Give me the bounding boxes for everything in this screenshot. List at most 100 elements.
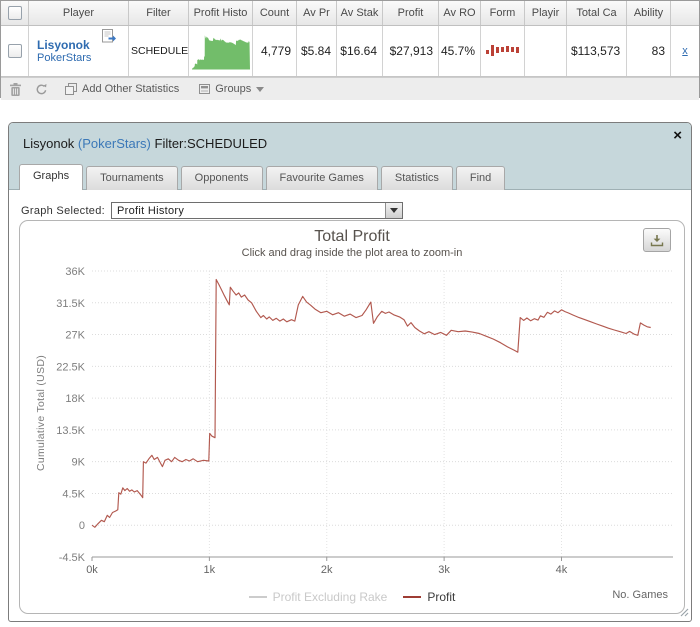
count-cell: 4,779	[253, 26, 297, 76]
svg-text:13.5K: 13.5K	[56, 425, 85, 437]
resize-grip[interactable]	[679, 604, 689, 622]
svg-text:18K: 18K	[65, 393, 85, 405]
svg-text:0: 0	[79, 520, 85, 532]
ability-cell: 83	[627, 26, 671, 76]
svg-text:1k: 1k	[204, 564, 216, 576]
popup-header[interactable]: Lisyonok (PokerStars) Filter:SCHEDULED ×…	[9, 123, 691, 190]
refresh-icon	[36, 83, 47, 94]
svg-text:0k: 0k	[86, 564, 98, 576]
tab-bar: Graphs Tournaments Opponents Favourite G…	[19, 164, 506, 190]
groups-caret-icon	[256, 86, 265, 92]
remove-player-link[interactable]: x	[682, 45, 688, 57]
tab-opponents[interactable]: Opponents	[180, 166, 263, 190]
copy-icon	[65, 83, 77, 95]
groups-button[interactable]: Groups	[199, 83, 265, 95]
svg-text:9K: 9K	[72, 457, 86, 469]
player-site: PokerStars	[37, 51, 92, 64]
chart-subtitle: Click and drag inside the plot area to z…	[241, 247, 463, 259]
add-other-statistics-label: Add Other Statistics	[82, 83, 180, 95]
svg-text:4.5K: 4.5K	[62, 488, 85, 500]
graph-select[interactable]: Profit History	[111, 202, 403, 219]
col-av-ro[interactable]: Av RO	[439, 1, 481, 25]
col-player[interactable]: Player	[29, 1, 129, 25]
player-cell[interactable]: Lisyonok PokerStars	[29, 26, 129, 76]
legend-profit[interactable]: Profit	[403, 590, 455, 604]
close-icon[interactable]: ×	[673, 127, 682, 144]
col-form[interactable]: Form	[481, 1, 525, 25]
player-detail-window: Lisyonok (PokerStars) Filter:SCHEDULED ×…	[8, 122, 692, 622]
chart-legend: Profit Excluding Rake Profit	[20, 590, 684, 604]
col-av-pr[interactable]: Av Pr	[297, 1, 337, 25]
form-cell	[481, 26, 525, 76]
tab-find[interactable]: Find	[455, 166, 506, 190]
profit-sparkline	[191, 35, 250, 70]
popup-title: Lisyonok (PokerStars) Filter:SCHEDULED	[23, 136, 267, 151]
add-other-statistics-button[interactable]: Add Other Statistics	[65, 83, 179, 95]
groups-icon	[199, 84, 211, 94]
svg-text:27K: 27K	[65, 330, 85, 342]
tab-favourite-games[interactable]: Favourite Games	[265, 166, 378, 190]
profit-cell: $27,913	[383, 26, 439, 76]
players-table: Player Filter Profit Histo Count Av Pr A…	[0, 0, 700, 100]
delete-button[interactable]	[10, 82, 21, 96]
refresh-button[interactable]	[35, 83, 48, 96]
col-av-stak[interactable]: Av Stak	[337, 1, 383, 25]
svg-text:4k: 4k	[556, 564, 568, 576]
groups-label: Groups	[215, 83, 252, 95]
player-name[interactable]: Lisyonok	[37, 37, 90, 52]
table-toolbar: Add Other Statistics Groups	[1, 77, 699, 100]
svg-text:22.5K: 22.5K	[56, 361, 85, 373]
table-header-row: Player Filter Profit Histo Count Av Pr A…	[1, 1, 699, 26]
remove-cell: x	[671, 26, 699, 76]
av-ro-cell: 45.7%	[439, 26, 481, 76]
legend-label: Profit	[427, 590, 456, 604]
svg-text:-4.5K: -4.5K	[59, 552, 86, 564]
playing-cell	[525, 26, 567, 76]
av-pr-cell: $5.84	[297, 26, 337, 76]
col-count[interactable]: Count	[253, 1, 297, 25]
trash-icon	[10, 82, 21, 96]
legend-profit-excluding-rake[interactable]: Profit Excluding Rake	[248, 590, 388, 604]
total-ca-cell: $113,573	[567, 26, 627, 76]
legend-label: Profit Excluding Rake	[272, 590, 388, 604]
popup-title-site: (PokerStars)	[77, 136, 151, 151]
player-note-icon[interactable]	[101, 29, 118, 47]
form-sparkline	[484, 43, 522, 59]
graph-select-button[interactable]	[385, 203, 402, 218]
svg-text:3k: 3k	[438, 564, 450, 576]
col-ability[interactable]: Ability	[627, 1, 671, 25]
download-chart-button[interactable]	[643, 228, 671, 252]
row-select-cell	[1, 26, 29, 76]
popup-title-filter: Filter:SCHEDULED	[150, 136, 268, 151]
col-total-ca[interactable]: Total Ca	[567, 1, 627, 25]
col-profit[interactable]: Profit	[383, 1, 439, 25]
chart-title: Total Profit	[314, 228, 390, 245]
select-all-header	[1, 1, 29, 25]
svg-text:36K: 36K	[65, 266, 85, 278]
col-playing[interactable]: Playir	[525, 1, 567, 25]
row-checkbox[interactable]	[7, 44, 22, 58]
x-axis-label: No. Games	[612, 589, 668, 601]
filter-cell: SCHEDULED	[129, 26, 189, 76]
tab-graphs[interactable]: Graphs	[19, 164, 84, 190]
graph-selected-label: Graph Selected:	[21, 204, 105, 217]
popup-body: Graph Selected: Profit History Total Pro…	[9, 190, 691, 623]
profit-chart-panel: Total Profit Click and drag inside the p…	[19, 220, 685, 614]
profit-histogram-cell	[189, 26, 253, 76]
svg-text:2k: 2k	[321, 564, 333, 576]
tab-statistics[interactable]: Statistics	[380, 166, 453, 190]
tab-tournaments[interactable]: Tournaments	[86, 166, 178, 190]
col-filter[interactable]: Filter	[129, 1, 189, 25]
av-stak-cell: $16.64	[337, 26, 383, 76]
graph-select-row: Graph Selected: Profit History	[21, 202, 403, 219]
select-all-checkbox[interactable]	[7, 6, 22, 20]
graph-select-value: Profit History	[117, 204, 185, 217]
profit-line-chart[interactable]: -4.5K 0 4.5K 9K 13.5K 18K 22.5K 27K 31.5K 36K 0k 1k…	[24, 261, 680, 583]
legend-dash-icon	[248, 596, 267, 598]
col-actions	[671, 1, 699, 25]
legend-dash-icon	[403, 596, 422, 598]
table-row[interactable]: Lisyonok PokerStars SCHEDULED 4,779 $5.8…	[1, 26, 699, 77]
col-profit-histo[interactable]: Profit Histo	[189, 1, 253, 25]
download-icon	[650, 234, 664, 246]
